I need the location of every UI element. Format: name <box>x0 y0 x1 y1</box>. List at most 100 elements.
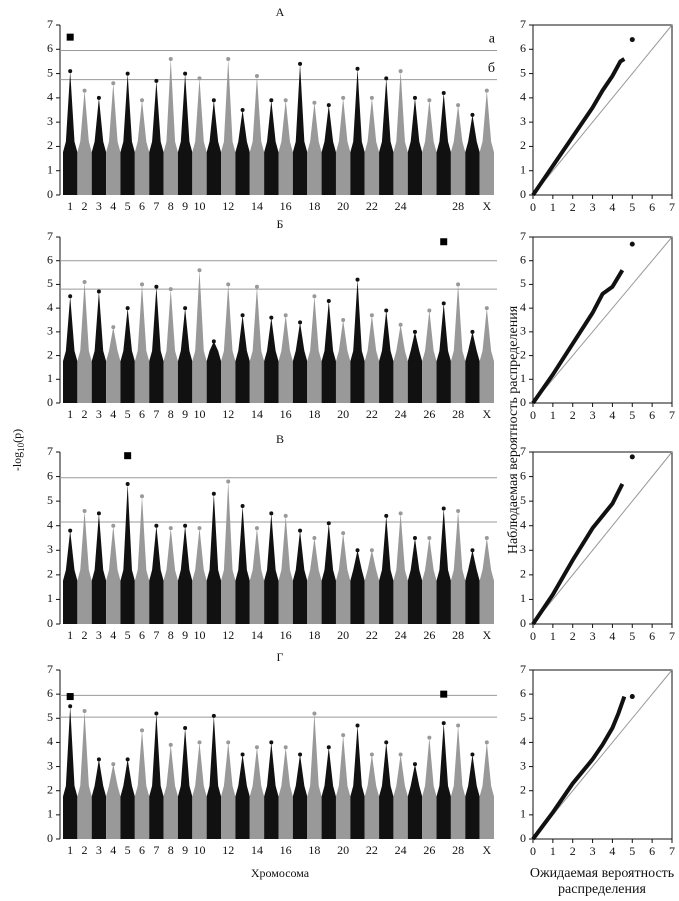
chromosome-column <box>422 100 437 195</box>
x-tick-label: 20 <box>337 843 349 857</box>
chromosome-column <box>63 706 78 839</box>
x-tick-label: 26 <box>423 407 435 421</box>
x-tick-label: 7 <box>669 844 675 858</box>
x-tick-label: 2 <box>82 628 88 642</box>
chromosome-column <box>134 284 150 403</box>
x-tick-label: 16 <box>280 407 292 421</box>
x-tick-label: 1 <box>67 407 73 421</box>
y-tick-label: 4 <box>47 300 53 314</box>
chromosome-column <box>106 764 121 839</box>
chromosome-column <box>235 506 250 624</box>
y-tick-label: 3 <box>520 542 526 556</box>
peak-point <box>269 740 274 745</box>
peak-point <box>355 66 360 71</box>
y-tick-label: 4 <box>520 734 526 748</box>
y-tick-label: 1 <box>47 807 53 821</box>
peak-point <box>312 536 317 540</box>
x-tick-label: 7 <box>669 629 675 643</box>
panel-title: А <box>276 5 285 19</box>
y-tick-label: 2 <box>47 347 53 361</box>
chromosome-column <box>192 742 207 839</box>
peak-point <box>197 268 202 273</box>
x-tick-label: 16 <box>280 199 292 213</box>
x-tick-label: 4 <box>609 629 615 643</box>
x-tick-label: 28 <box>452 407 464 421</box>
chromosome-column <box>221 481 236 624</box>
x-tick-label: 6 <box>139 407 145 421</box>
x-tick-label: 26 <box>423 628 435 642</box>
peak-point <box>68 294 73 299</box>
peak-point <box>197 740 202 745</box>
y-tick-label: 7 <box>520 444 526 458</box>
chromosome-column <box>379 515 394 624</box>
chromosome-column <box>307 713 322 839</box>
chromosome-column <box>479 308 494 403</box>
x-tick-label: 6 <box>649 408 655 422</box>
chromosome-column <box>192 528 207 624</box>
peak-point <box>154 523 159 528</box>
peak-point <box>441 506 446 511</box>
peak-point <box>211 491 216 496</box>
peak-point <box>82 709 87 714</box>
x-tick-label: 22 <box>366 407 378 421</box>
peak-point <box>456 103 461 108</box>
peak-point <box>254 526 259 531</box>
chromosome-column <box>407 764 423 839</box>
chromosome-column <box>465 550 480 624</box>
chromosome-column <box>177 73 193 195</box>
x-tick-label: 10 <box>193 628 205 642</box>
x-tick-label: 1 <box>67 843 73 857</box>
peak-point <box>168 526 173 531</box>
chromosome-column <box>177 308 193 403</box>
x-tick-label: 18 <box>308 407 320 421</box>
y-tick-label: 5 <box>47 276 53 290</box>
peak-point <box>111 762 116 767</box>
chromosome-column <box>149 713 164 839</box>
x-tick-label: 1 <box>67 628 73 642</box>
y-tick-label: 7 <box>47 17 53 31</box>
x-tick-label: 6 <box>649 629 655 643</box>
x-tick-label: 20 <box>337 628 349 642</box>
x-tick-label: 4 <box>609 408 615 422</box>
x-tick-label: 6 <box>139 199 145 213</box>
x-tick-label: 6 <box>139 628 145 642</box>
chromosome-column <box>321 301 336 403</box>
peak-point <box>412 762 417 767</box>
x-tick-label: 5 <box>629 200 635 214</box>
chromosome-column <box>149 80 164 195</box>
chromosome-column <box>436 508 451 624</box>
diagonal <box>532 236 673 404</box>
peak-point <box>183 523 188 528</box>
y-tick-label: 6 <box>520 468 526 482</box>
peak-point <box>441 91 446 95</box>
x-tick-label: 8 <box>168 199 174 213</box>
peak-point <box>211 713 216 718</box>
x-tick-label: 2 <box>82 843 88 857</box>
chromosome-column <box>77 711 92 839</box>
x-tick-label: 5 <box>125 199 131 213</box>
peak-point <box>398 511 403 516</box>
qq-y-axis-label: Наблюдаемая вероятность распределения <box>506 305 521 554</box>
peak-point <box>326 299 331 304</box>
chromosome-column <box>206 341 222 403</box>
chromosome-column <box>379 78 394 195</box>
x-tick-label: 12 <box>222 199 234 213</box>
peak-point <box>441 301 446 306</box>
y-tick-label: 2 <box>47 138 53 152</box>
chromosome-column <box>321 747 336 839</box>
x-tick-label: 0 <box>530 200 536 214</box>
peak-point <box>96 757 101 762</box>
chromosome-column <box>479 90 494 195</box>
peak-point <box>125 481 130 486</box>
peak-point <box>341 531 346 536</box>
chromosome-column <box>249 286 265 403</box>
panel-title: В <box>276 432 284 446</box>
peak-point <box>283 745 288 750</box>
chromosome-column <box>63 530 78 624</box>
x-tick-label: 22 <box>366 843 378 857</box>
chromosome-column <box>450 510 466 624</box>
y-tick-label: 6 <box>47 252 53 266</box>
chromosome-column <box>235 754 250 839</box>
x-tick-label: 9 <box>182 199 188 213</box>
chromosome-column <box>264 513 279 624</box>
